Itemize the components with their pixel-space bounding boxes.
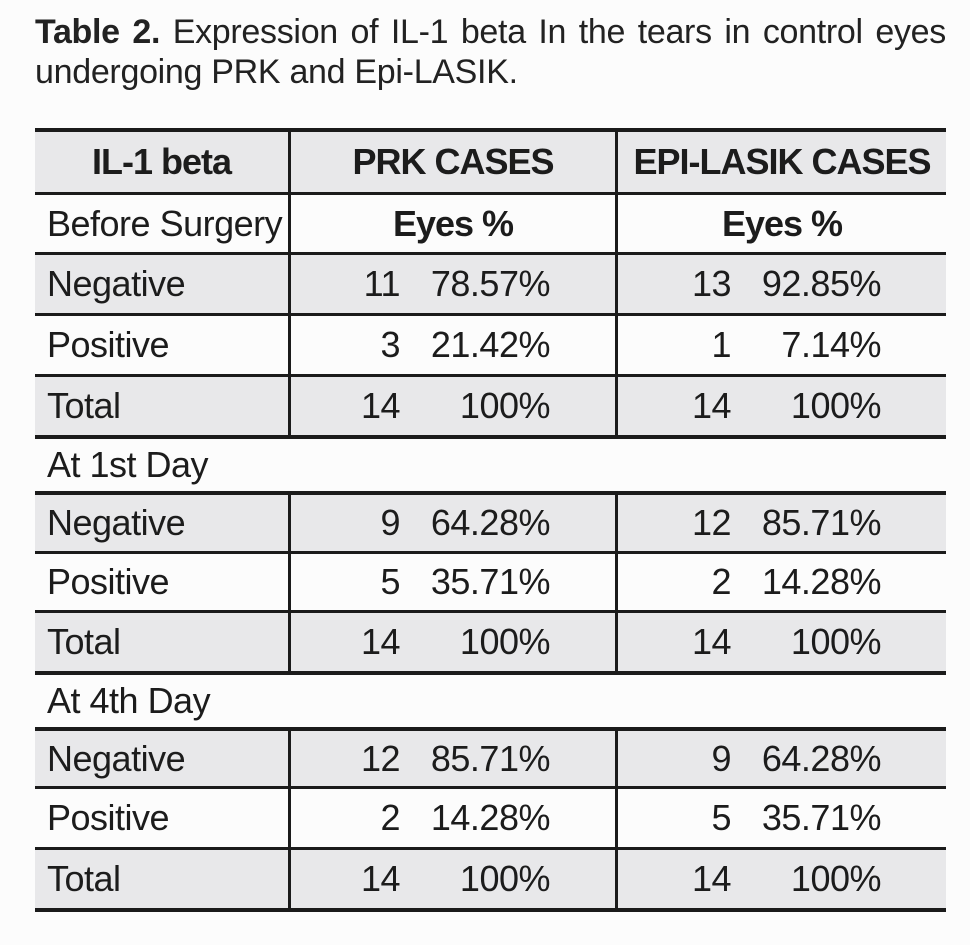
row-label: Total xyxy=(47,858,121,899)
header-il1beta: IL-1 beta xyxy=(91,141,232,182)
prk-values: 3 21.42% xyxy=(288,316,615,374)
table-caption: Table 2. Expression of IL-1 beta In the … xyxy=(35,12,946,92)
epi-count: 5 xyxy=(711,797,731,838)
prk-count: 2 xyxy=(380,797,400,838)
header-epilasik-cases: EPI-LASIK CASES xyxy=(615,132,946,192)
subheader-eyes-pct-epi: Eyes % xyxy=(615,195,946,252)
epi-percent: 64.28% xyxy=(761,737,882,779)
prk-percent: 100% xyxy=(459,385,551,426)
row-label: Positive xyxy=(47,324,170,365)
caption-line2: undergoing PRK and Epi-LASIK. xyxy=(35,53,518,91)
prk-values: 5 35.71% xyxy=(288,554,615,610)
table-figure: Table 2. Expression of IL-1 beta In the … xyxy=(35,12,946,912)
prk-percent: 100% xyxy=(459,621,551,662)
table-row-negative: Negative 9 64.28% 12 85.71% xyxy=(35,495,946,551)
epi-values: 14 100% xyxy=(615,850,946,908)
prk-percent: 85.71% xyxy=(430,737,551,779)
header-prk-cases: PRK CASES xyxy=(288,132,615,192)
table-4th-day: Negative 12 85.71% 9 64.28% Positive 2 14.2… xyxy=(35,727,946,912)
table-row-positive: Positive 3 21.42% 1 7.14% xyxy=(35,313,946,374)
subheader-eyes-pct-prk: Eyes % xyxy=(288,195,615,252)
prk-count: 14 xyxy=(360,621,401,662)
row-label: Positive xyxy=(47,561,170,602)
prk-count: 12 xyxy=(360,737,401,779)
prk-percent: 35.71% xyxy=(430,561,551,602)
prk-count: 9 xyxy=(380,502,400,543)
prk-percent: 78.57% xyxy=(430,263,551,304)
prk-count: 11 xyxy=(363,263,401,304)
row-label: Negative xyxy=(47,263,186,304)
epi-percent: 100% xyxy=(790,858,882,899)
epi-count: 14 xyxy=(691,858,732,899)
header-row: IL-1 beta PRK CASES EPI-LASIK CASES xyxy=(35,132,946,192)
prk-count: 3 xyxy=(380,324,400,365)
epi-count: 14 xyxy=(691,385,732,426)
section-label-1st-day: At 1st Day xyxy=(47,444,209,485)
prk-percent: 21.42% xyxy=(430,324,551,365)
epi-percent: 92.85% xyxy=(761,263,882,304)
prk-percent: 100% xyxy=(459,858,551,899)
epi-count: 1 xyxy=(711,324,731,365)
epi-values: 5 35.71% xyxy=(615,789,946,847)
row-label: Total xyxy=(47,385,121,426)
prk-values: 12 85.71% xyxy=(288,731,615,786)
epi-count: 9 xyxy=(711,737,731,779)
prk-percent: 14.28% xyxy=(430,797,551,838)
prk-values: 14 100% xyxy=(288,850,615,908)
table-row-total: Total 14 100% 14 100% xyxy=(35,847,946,908)
epi-values: 1 7.14% xyxy=(615,316,946,374)
caption-table-number: Table 2. xyxy=(35,13,161,51)
prk-values: 14 100% xyxy=(288,613,615,671)
prk-values: 2 14.28% xyxy=(288,789,615,847)
table-before-surgery: IL-1 beta PRK CASES EPI-LASIK CASES Befo… xyxy=(35,128,946,439)
table-row-negative: Negative 12 85.71% 9 64.28% xyxy=(35,731,946,786)
epi-percent: 35.71% xyxy=(761,797,882,838)
epi-count: 12 xyxy=(691,502,732,543)
row-label: Total xyxy=(47,621,121,662)
epi-values: 9 64.28% xyxy=(615,731,946,786)
epi-values: 14 100% xyxy=(615,613,946,671)
caption-line1: Table 2. Expression of IL-1 beta In the … xyxy=(35,12,946,52)
table-row-total: Total 14 100% 14 100% xyxy=(35,610,946,671)
section-label-4th-day: At 4th Day xyxy=(47,680,211,721)
prk-count: 5 xyxy=(380,561,400,602)
row-label: Negative xyxy=(47,737,186,779)
table-1st-day: Negative 9 64.28% 12 85.71% Positive 5 35.7… xyxy=(35,491,946,675)
epi-percent: 14.28% xyxy=(761,561,882,602)
table-row-total: Total 14 100% 14 100% xyxy=(35,374,946,435)
epi-count: 2 xyxy=(711,561,731,602)
epi-count: 14 xyxy=(691,621,732,662)
prk-count: 14 xyxy=(360,385,401,426)
epi-values: 12 85.71% xyxy=(615,495,946,551)
epi-values: 2 14.28% xyxy=(615,554,946,610)
subheader-row: Before Surgery Eyes % Eyes % xyxy=(35,192,946,252)
prk-count: 14 xyxy=(360,858,401,899)
epi-percent: 85.71% xyxy=(761,502,882,543)
caption-text: Expression of IL-1 beta In the tears in … xyxy=(172,13,947,51)
prk-percent: 64.28% xyxy=(430,502,551,543)
epi-percent: 7.14% xyxy=(781,324,881,365)
epi-count: 13 xyxy=(691,263,732,304)
epi-percent: 100% xyxy=(790,385,882,426)
row-label: Positive xyxy=(47,797,170,838)
table-row-positive: Positive 5 35.71% 2 14.28% xyxy=(35,551,946,610)
table-row-positive: Positive 2 14.28% 5 35.71% xyxy=(35,786,946,847)
epi-values: 14 100% xyxy=(615,377,946,435)
prk-values: 11 78.57% xyxy=(288,255,615,313)
subheader-before-surgery: Before Surgery xyxy=(47,202,283,244)
table-row-negative: Negative 11 78.57% 13 92.85% xyxy=(35,252,946,313)
prk-values: 14 100% xyxy=(288,377,615,435)
row-label: Negative xyxy=(47,502,186,543)
epi-percent: 100% xyxy=(790,621,882,662)
prk-values: 9 64.28% xyxy=(288,495,615,551)
epi-values: 13 92.85% xyxy=(615,255,946,313)
